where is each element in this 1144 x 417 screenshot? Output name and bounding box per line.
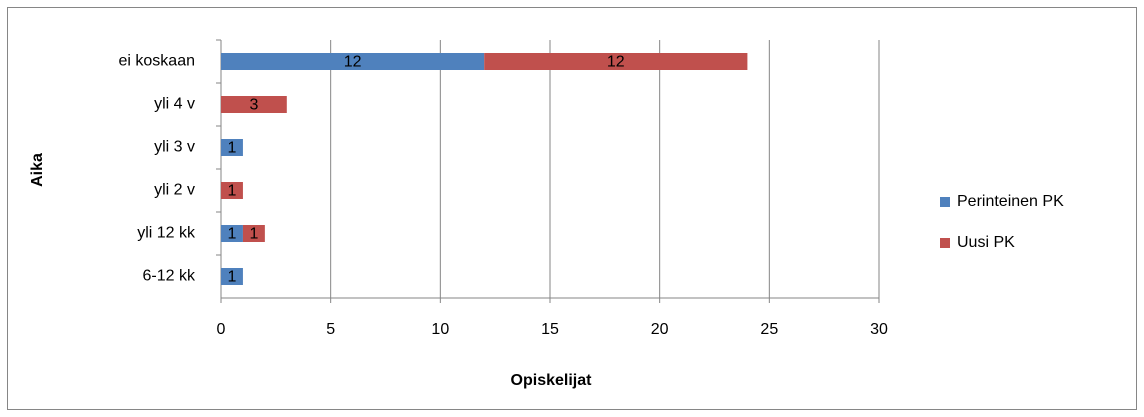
y-tick-label: 6-12 kk bbox=[143, 268, 196, 285]
chart-frame bbox=[7, 7, 1137, 410]
y-tick-label: ei koskaan bbox=[119, 53, 196, 70]
data-label: 12 bbox=[344, 54, 362, 71]
x-tick-label: 0 bbox=[217, 321, 226, 338]
data-label: 1 bbox=[228, 140, 237, 157]
data-label: 1 bbox=[228, 226, 237, 243]
x-tick-label: 10 bbox=[431, 321, 449, 338]
x-tick-label: 25 bbox=[760, 321, 778, 338]
data-label: 12 bbox=[607, 54, 625, 71]
legend-swatch bbox=[940, 197, 950, 207]
data-label: 1 bbox=[228, 269, 237, 286]
y-tick-label: yli 3 v bbox=[154, 139, 195, 156]
bar-segment bbox=[221, 139, 243, 156]
y-tick-label: yli 4 v bbox=[154, 96, 195, 113]
y-tick-label: yli 12 kk bbox=[137, 225, 196, 242]
bar-segment bbox=[221, 182, 243, 199]
legend-swatch bbox=[940, 238, 950, 248]
bar-segment bbox=[484, 53, 748, 70]
x-tick-label: 15 bbox=[541, 321, 559, 338]
legend-label: Perinteinen PK bbox=[957, 193, 1064, 210]
data-label: 1 bbox=[228, 183, 237, 200]
bar-segment bbox=[221, 225, 243, 242]
x-tick-label: 20 bbox=[651, 321, 669, 338]
y-axis-title: Aika bbox=[29, 153, 46, 187]
x-tick-label: 30 bbox=[870, 321, 888, 338]
bar-segment bbox=[221, 96, 287, 113]
data-label: 3 bbox=[249, 97, 258, 114]
legend-label: Uusi PK bbox=[957, 234, 1015, 251]
bar-segment bbox=[242, 225, 265, 242]
data-label: 1 bbox=[249, 226, 258, 243]
bar-segment bbox=[221, 53, 485, 70]
y-tick-label: yli 2 v bbox=[154, 182, 195, 199]
bar-segment bbox=[221, 268, 243, 285]
x-tick-label: 5 bbox=[326, 321, 335, 338]
x-axis-title: Opiskelijat bbox=[511, 372, 593, 389]
